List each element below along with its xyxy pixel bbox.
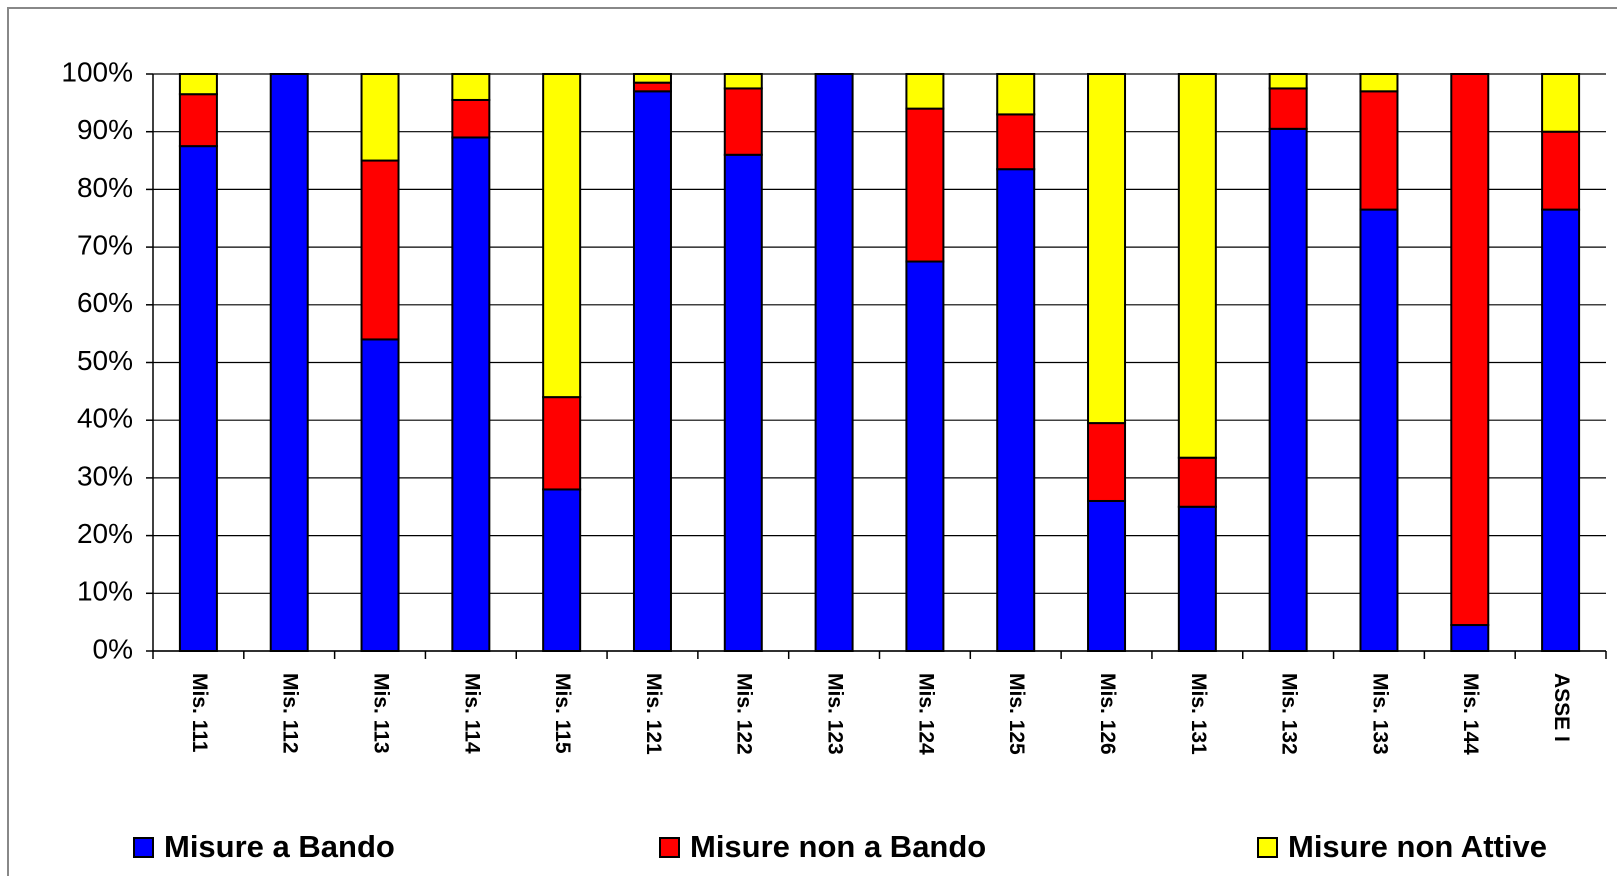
bar-segment	[542, 488, 582, 652]
bar-segment	[542, 73, 582, 399]
x-tick-label: Mis. 114	[460, 673, 483, 754]
bar-segment	[1087, 499, 1127, 653]
bar-segment	[905, 73, 945, 110]
bar-segment	[542, 396, 582, 491]
legend-label: Misure a Bando	[164, 829, 395, 864]
legend-label: Misure non Attive	[1288, 829, 1547, 864]
bar-segment	[360, 159, 400, 341]
bar-segment	[1268, 127, 1308, 652]
bar-segment	[1450, 624, 1490, 652]
bar-segment	[996, 113, 1036, 171]
bar-segment	[269, 73, 309, 652]
y-tick-label: 100%	[61, 56, 133, 87]
bar-segment	[451, 73, 491, 101]
x-tick-label: Mis. 124	[914, 673, 937, 755]
x-tick-label: Mis. 112	[279, 673, 302, 754]
x-tick-label: Mis. 133	[1368, 673, 1391, 755]
bar-segment	[1177, 456, 1217, 508]
bar-segment	[360, 73, 400, 162]
bar-segment	[178, 145, 218, 652]
bar-segment	[814, 73, 854, 652]
bar-segment	[451, 98, 491, 139]
bar-segment	[451, 136, 491, 653]
bar-segment	[178, 93, 218, 148]
bar-segment	[723, 153, 763, 652]
y-tick-label: 0%	[93, 633, 133, 664]
bar-segment	[1359, 208, 1399, 652]
bar-segment	[632, 73, 672, 84]
x-tick-label: Mis. 144	[1459, 673, 1482, 755]
x-tick-label: Mis. 126	[1096, 673, 1119, 755]
bar-segment	[1541, 130, 1581, 211]
x-tick-label: Mis. 125	[1005, 673, 1028, 755]
bar-segment	[178, 73, 218, 96]
bar-segment	[1268, 87, 1308, 130]
y-tick-label: 80%	[77, 172, 133, 203]
x-tick-label: Mis. 113	[369, 673, 392, 754]
y-tick-label: 90%	[77, 114, 133, 145]
x-tick-label: Mis. 111	[188, 673, 211, 753]
x-tick-label: Mis. 121	[642, 673, 665, 755]
y-tick-label: 30%	[77, 460, 133, 491]
bar-segment	[996, 168, 1036, 653]
bar-segment	[996, 73, 1036, 116]
bar-segment	[905, 260, 945, 652]
x-tick-label: Mis. 115	[551, 673, 574, 754]
y-tick-label: 10%	[77, 576, 133, 607]
legend-swatch	[659, 837, 680, 858]
bar-segment	[723, 87, 763, 156]
x-tick-label: Mis. 132	[1278, 673, 1301, 755]
legend-swatch	[133, 837, 154, 858]
y-tick-label: 70%	[77, 229, 133, 260]
bar-segment	[632, 90, 672, 652]
y-tick-label: 60%	[77, 287, 133, 318]
bar-segment	[632, 81, 672, 93]
bar-segment	[723, 73, 763, 90]
bar-segment	[1177, 505, 1217, 652]
bar-segment	[1450, 73, 1490, 627]
y-tick-label: 20%	[77, 518, 133, 549]
bar-segment	[1087, 422, 1127, 502]
legend-label: Misure non a Bando	[690, 829, 986, 864]
bar-segment	[1359, 90, 1399, 211]
bar-segment	[360, 338, 400, 652]
y-tick-label: 50%	[77, 345, 133, 376]
x-tick-label: ASSE I	[1550, 673, 1573, 742]
x-tick-label: Mis. 122	[733, 673, 756, 755]
legend-swatch	[1257, 837, 1278, 858]
y-tick-label: 40%	[77, 403, 133, 434]
x-tick-label: Mis. 123	[824, 673, 847, 755]
bar-segment	[1177, 73, 1217, 459]
bar-segment	[1359, 73, 1399, 93]
bar-segment	[1541, 208, 1581, 652]
bar-segment	[905, 107, 945, 263]
bar-segment	[1268, 73, 1308, 90]
bar-segment	[1087, 73, 1127, 425]
x-tick-label: Mis. 131	[1187, 673, 1210, 755]
bar-segment	[1541, 73, 1581, 133]
